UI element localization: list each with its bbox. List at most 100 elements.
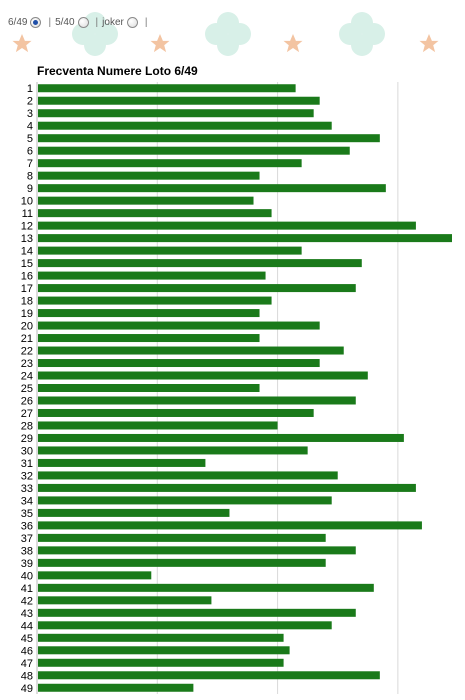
bar-3 [38, 109, 314, 118]
tick-label-36: 36 [21, 520, 33, 532]
option-5-40[interactable]: 5/40 [55, 16, 91, 28]
option-joker-label: joker [102, 16, 124, 28]
bar-36 [38, 521, 422, 530]
tick-label-32: 32 [21, 470, 33, 482]
bar-43 [38, 608, 356, 617]
bar-15 [38, 259, 362, 268]
bar-35 [38, 508, 230, 517]
tick-label-38: 38 [21, 545, 33, 557]
tick-label-33: 33 [21, 483, 33, 495]
bar-47 [38, 658, 284, 667]
bar-17 [38, 284, 356, 293]
option-6-49-label: 6/49 [8, 16, 28, 28]
bar-37 [38, 533, 326, 542]
bar-22 [38, 346, 344, 355]
tick-label-10: 10 [21, 196, 33, 208]
bar-4 [38, 121, 332, 130]
bar-21 [38, 334, 260, 343]
bar-48 [38, 671, 380, 680]
bar-2 [38, 96, 320, 105]
clover-icon [339, 12, 385, 56]
bar-26 [38, 396, 356, 405]
bar-45 [38, 633, 284, 642]
tick-label-9: 9 [27, 183, 33, 195]
bar-38 [38, 546, 356, 555]
tick-label-14: 14 [21, 246, 33, 258]
tick-label-24: 24 [21, 371, 33, 383]
tick-label-8: 8 [27, 171, 33, 183]
tick-label-11: 11 [22, 208, 33, 220]
bar-31 [38, 458, 206, 467]
star-icon [150, 34, 170, 53]
tick-label-17: 17 [21, 283, 33, 295]
tick-label-12: 12 [21, 221, 33, 233]
bar-9 [38, 184, 386, 193]
tick-label-26: 26 [21, 395, 33, 407]
bar-49 [38, 683, 194, 692]
separator: | [144, 16, 148, 28]
tick-label-45: 45 [21, 633, 33, 645]
bar-23 [38, 359, 320, 368]
tick-label-47: 47 [21, 658, 33, 670]
tick-label-48: 48 [21, 670, 33, 682]
bar-5 [38, 134, 380, 143]
option-6-49[interactable]: 6/49 [8, 16, 44, 28]
tick-label-13: 13 [21, 233, 33, 245]
radio-5-40[interactable] [77, 16, 89, 28]
tick-label-43: 43 [21, 608, 33, 620]
bar-6 [38, 146, 350, 155]
bar-44 [38, 621, 332, 630]
radio-joker[interactable] [126, 16, 138, 28]
bar-1 [38, 84, 296, 93]
radio-6-49[interactable] [30, 16, 42, 28]
tick-label-19: 19 [21, 308, 33, 320]
tick-label-30: 30 [21, 445, 33, 457]
tick-label-41: 41 [21, 583, 33, 595]
bar-13 [38, 234, 452, 243]
tick-label-44: 44 [21, 620, 33, 632]
tick-label-5: 5 [27, 133, 33, 145]
bar-19 [38, 309, 260, 318]
bar-12 [38, 221, 416, 230]
separator: | [95, 16, 99, 28]
bar-30 [38, 446, 308, 455]
tick-label-34: 34 [21, 495, 33, 507]
bar-10 [38, 196, 254, 205]
bar-28 [38, 421, 278, 430]
option-5-40-label: 5/40 [55, 16, 75, 28]
tick-label-4: 4 [27, 121, 33, 133]
header-decoration [12, 12, 439, 56]
tick-label-15: 15 [21, 258, 33, 270]
tick-label-42: 42 [21, 595, 33, 607]
tick-label-1: 1 [27, 83, 33, 95]
bar-46 [38, 646, 290, 655]
tick-label-3: 3 [27, 108, 33, 120]
tick-label-7: 7 [27, 158, 33, 170]
bar-27 [38, 408, 314, 417]
bar-8 [38, 171, 260, 180]
tick-label-46: 46 [21, 645, 33, 657]
tick-label-6: 6 [27, 146, 33, 158]
bar-11 [38, 209, 272, 218]
bar-34 [38, 496, 332, 505]
option-joker[interactable]: joker [102, 16, 141, 28]
tick-label-28: 28 [21, 420, 33, 432]
star-icon [283, 34, 303, 53]
bar-32 [38, 471, 338, 480]
bar-14 [38, 246, 302, 255]
star-icon [419, 34, 439, 53]
tick-label-16: 16 [21, 271, 33, 283]
tick-label-31: 31 [21, 458, 33, 470]
bar-25 [38, 384, 260, 392]
bar-7 [38, 159, 302, 168]
tick-label-35: 35 [21, 508, 33, 520]
clover-icon [72, 12, 118, 56]
tick-label-40: 40 [21, 570, 33, 582]
tick-label-29: 29 [21, 433, 33, 445]
bar-16 [38, 271, 266, 280]
bar-33 [38, 483, 416, 492]
bar-39 [38, 558, 326, 567]
bar-29 [38, 433, 404, 442]
clover-icon [205, 12, 251, 56]
